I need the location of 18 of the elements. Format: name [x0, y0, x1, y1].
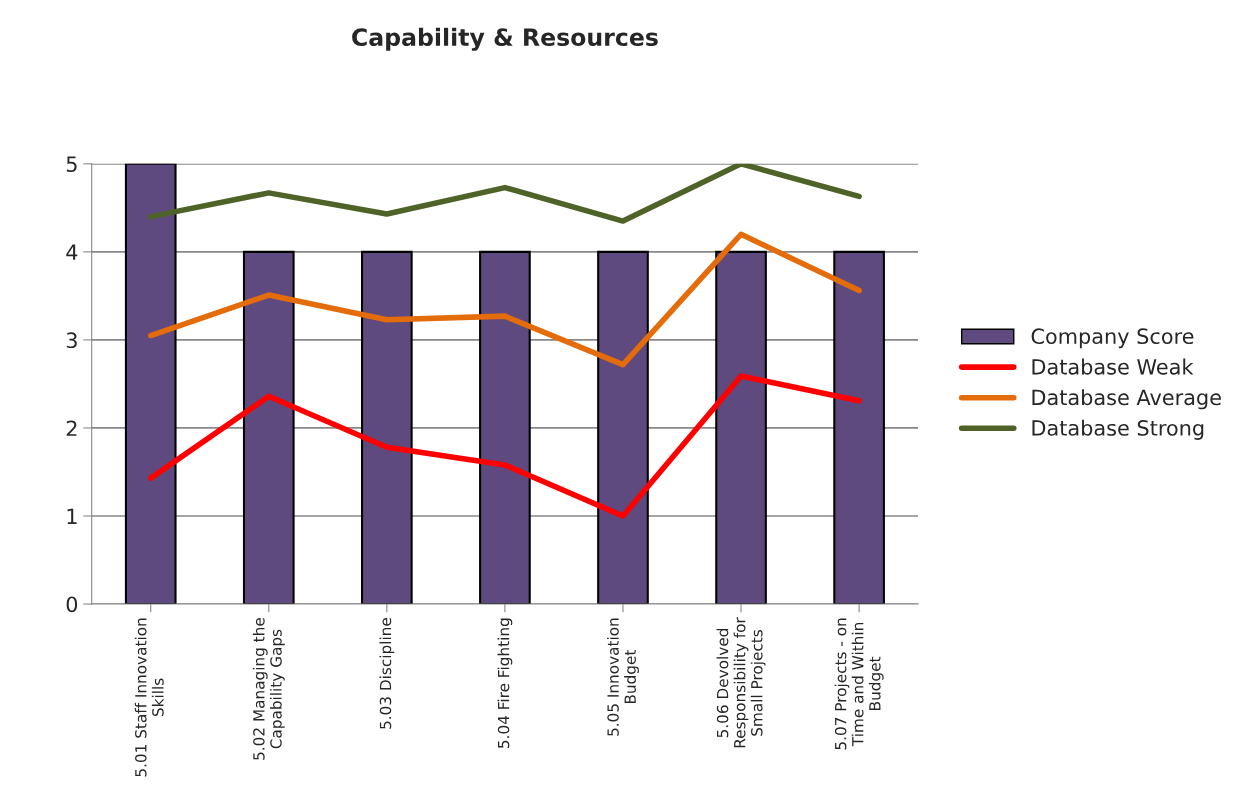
legend-label: Database Strong [1032, 419, 1204, 440]
y-tick-label: 4 [66, 244, 78, 260]
x-tick-label: 5.05 Innovation Budget [607, 618, 639, 736]
y-tick-label: 2 [66, 420, 77, 436]
y-tick-label: 1 [67, 508, 77, 524]
y-tick-label: 5 [66, 156, 77, 173]
y-tick-label: 0 [66, 596, 78, 613]
x-tick-label: 5.01 Staff Innovation Skills [134, 618, 164, 777]
y-tick-label: 3 [66, 332, 77, 349]
chart-title: Capability & Resources [352, 27, 658, 51]
x-tick-label: 5.03 Discipline [379, 618, 395, 729]
x-tick-label: 5.07 Projects - on Time and Within Budget [834, 618, 884, 750]
legend-label: Company Score [1031, 328, 1194, 349]
x-tick-label: 5.06 Devolved Responsibility for Small Projects [716, 617, 766, 748]
x-tick-label: 5.02 Managing the Capability Gaps [252, 618, 285, 760]
legend-label: Database Average [1032, 389, 1221, 410]
x-tick-label: 5.04 Fire Fighting [497, 618, 513, 748]
legend-label: Database Weak [1032, 358, 1194, 375]
